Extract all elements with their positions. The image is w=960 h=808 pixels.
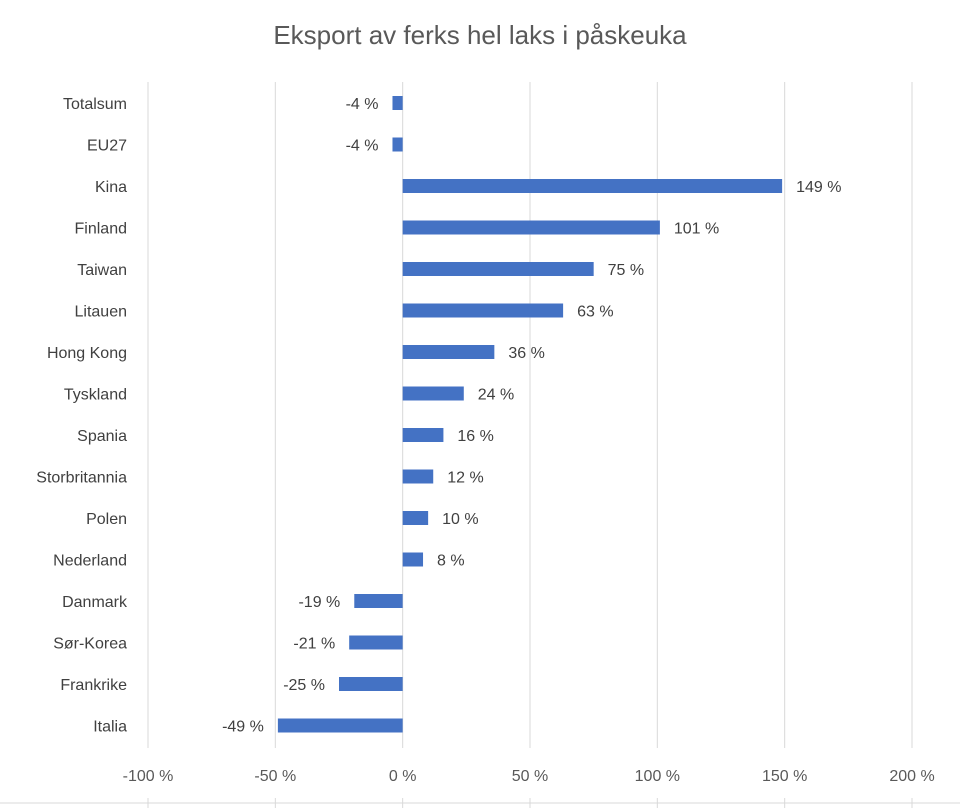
x-tick-label: 50 % <box>512 768 548 785</box>
bar <box>402 220 660 235</box>
x-tick-label: 0 % <box>389 768 417 785</box>
category-label: Taiwan <box>77 262 127 279</box>
x-tick-label: 100 % <box>635 768 680 785</box>
data-label: 101 % <box>674 221 719 238</box>
category-label: Polen <box>86 511 127 528</box>
category-label: EU27 <box>87 138 127 155</box>
data-label: 10 % <box>442 511 478 528</box>
x-tick-label: 150 % <box>762 768 807 785</box>
x-tick-label: -100 % <box>123 768 174 785</box>
x-tick-label: 200 % <box>889 768 934 785</box>
bar <box>354 594 403 608</box>
category-label: Finland <box>75 221 127 238</box>
category-label: Totalsum <box>63 96 127 113</box>
category-label: Tyskland <box>64 387 127 404</box>
bar <box>402 386 464 401</box>
data-label: -21 % <box>293 636 335 653</box>
x-tick-label: -50 % <box>254 768 296 785</box>
category-label: Sør-Korea <box>53 636 127 653</box>
category-label: Nederland <box>53 553 127 570</box>
data-label: 63 % <box>577 304 613 321</box>
data-label: 149 % <box>796 179 841 196</box>
data-label: -25 % <box>283 677 325 694</box>
bar <box>402 303 564 318</box>
data-label: 24 % <box>478 387 514 404</box>
data-label: 16 % <box>457 428 493 445</box>
bar <box>402 428 444 442</box>
bar <box>339 677 403 691</box>
bar <box>402 179 783 193</box>
bar <box>402 262 594 276</box>
category-label: Italia <box>93 719 127 736</box>
category-label: Danmark <box>62 594 128 611</box>
category-label: Kina <box>95 179 127 196</box>
category-label: Spania <box>77 428 127 445</box>
data-label: 36 % <box>508 345 544 362</box>
data-label: -4 % <box>346 138 379 155</box>
category-label: Hong Kong <box>47 345 127 362</box>
bar <box>392 137 403 152</box>
bar <box>349 635 403 650</box>
category-label: Storbritannia <box>36 470 127 487</box>
category-label: Litauen <box>75 304 128 321</box>
bar <box>392 96 403 110</box>
data-label: 12 % <box>447 470 483 487</box>
data-label: -19 % <box>298 594 340 611</box>
data-label: -49 % <box>222 719 264 736</box>
bar <box>402 345 495 359</box>
bar <box>402 552 424 567</box>
chart-title: Eksport av ferks hel laks i påskeuka <box>273 20 687 50</box>
data-label: 8 % <box>437 553 465 570</box>
bar <box>277 718 403 733</box>
data-label: -4 % <box>346 96 379 113</box>
data-label: 75 % <box>608 262 644 279</box>
category-label: Frankrike <box>60 677 127 694</box>
bar <box>402 511 429 525</box>
bar <box>402 469 434 484</box>
